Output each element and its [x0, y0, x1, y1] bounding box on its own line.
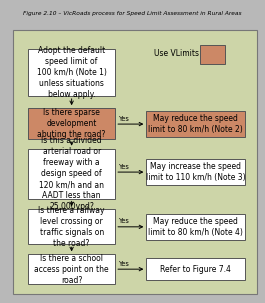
Text: May reduce the speed
limit to 80 km/h (Note 2): May reduce the speed limit to 80 km/h (N…	[148, 114, 243, 134]
Text: Yes: Yes	[119, 164, 130, 170]
Text: Yes: Yes	[119, 218, 130, 225]
FancyBboxPatch shape	[28, 209, 115, 244]
FancyBboxPatch shape	[146, 159, 245, 185]
FancyBboxPatch shape	[146, 214, 245, 239]
FancyBboxPatch shape	[146, 112, 245, 137]
FancyBboxPatch shape	[28, 108, 115, 139]
Text: Figure 2.10 – VicRoads process for Speed Limit Assessment in Rural Areas: Figure 2.10 – VicRoads process for Speed…	[23, 11, 242, 16]
Text: Adopt the default
speed limit of
100 km/h (Note 1)
unless situations
below apply: Adopt the default speed limit of 100 km/…	[37, 46, 107, 99]
Text: Is there a school
access point on the
road?: Is there a school access point on the ro…	[34, 254, 109, 285]
Text: Refer to Figure 7.4: Refer to Figure 7.4	[160, 265, 231, 274]
FancyBboxPatch shape	[28, 148, 115, 198]
Text: Is there a railway
level crossing or
traffic signals on
the road?: Is there a railway level crossing or tra…	[38, 206, 105, 248]
FancyBboxPatch shape	[146, 258, 245, 280]
Text: Is this a divided
arterial road or
freeway with a
design speed of
120 km/h and a: Is this a divided arterial road or freew…	[39, 136, 104, 211]
Text: Yes: Yes	[119, 261, 130, 267]
Text: Use VLimits: Use VLimits	[154, 49, 199, 58]
Text: Is there sparse
development
abuting the road?: Is there sparse development abuting the …	[37, 108, 106, 139]
FancyBboxPatch shape	[200, 45, 225, 64]
FancyBboxPatch shape	[28, 49, 115, 96]
Text: May reduce the speed
limit to 80 km/h (Note 4): May reduce the speed limit to 80 km/h (N…	[148, 217, 243, 237]
Text: Yes: Yes	[119, 116, 130, 122]
FancyBboxPatch shape	[28, 254, 115, 284]
FancyBboxPatch shape	[13, 30, 257, 294]
Text: May increase the speed
limit to 110 km/h (Note 3): May increase the speed limit to 110 km/h…	[146, 162, 245, 182]
